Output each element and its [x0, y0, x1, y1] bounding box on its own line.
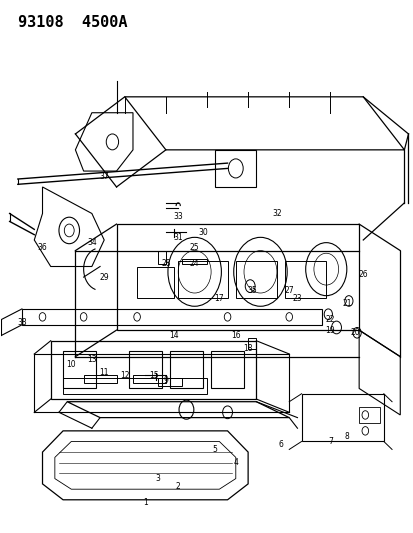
Bar	[285, 261, 325, 298]
Text: 24: 24	[190, 260, 199, 268]
Text: 21: 21	[341, 299, 351, 308]
Bar	[211, 351, 243, 389]
Bar	[128, 351, 161, 389]
Text: 34: 34	[87, 238, 97, 247]
Text: 4: 4	[233, 458, 237, 467]
Bar	[137, 266, 174, 298]
Bar	[178, 261, 227, 298]
Text: 32: 32	[271, 209, 281, 218]
Text: 11: 11	[99, 368, 109, 377]
Bar	[358, 407, 379, 423]
Bar	[63, 378, 206, 394]
Text: 28: 28	[161, 260, 170, 268]
Text: 5: 5	[212, 445, 217, 454]
Text: 12: 12	[120, 370, 129, 379]
Text: 17: 17	[214, 294, 223, 303]
Text: 23: 23	[292, 294, 301, 303]
Text: 6: 6	[278, 440, 283, 449]
Text: 31: 31	[173, 233, 183, 242]
Bar	[170, 351, 202, 389]
Text: 3: 3	[155, 474, 160, 483]
Text: 14: 14	[169, 331, 178, 340]
Text: 25: 25	[190, 244, 199, 253]
Text: 35: 35	[247, 286, 256, 295]
Text: 7: 7	[327, 437, 332, 446]
Bar	[247, 338, 256, 349]
Text: 20: 20	[349, 328, 359, 337]
Text: 38: 38	[17, 318, 27, 327]
Text: 15: 15	[148, 370, 158, 379]
Text: 16: 16	[230, 331, 240, 340]
Text: 22: 22	[325, 315, 334, 324]
Bar	[157, 251, 166, 264]
Text: 26: 26	[358, 270, 367, 279]
Text: 1: 1	[142, 498, 147, 507]
Text: 93108  4500A: 93108 4500A	[18, 14, 127, 30]
Bar	[235, 261, 276, 298]
Text: 37: 37	[99, 172, 109, 181]
Text: 36: 36	[38, 244, 47, 253]
Text: 8: 8	[344, 432, 348, 441]
Text: 13: 13	[87, 355, 97, 364]
Text: 18: 18	[243, 344, 252, 353]
Text: 27: 27	[284, 286, 293, 295]
Text: 30: 30	[197, 228, 207, 237]
Text: 19: 19	[325, 326, 335, 335]
Text: 2: 2	[176, 482, 180, 491]
Text: 33: 33	[173, 212, 183, 221]
Bar	[63, 351, 96, 389]
Text: 9: 9	[163, 376, 168, 385]
Text: 10: 10	[66, 360, 76, 369]
Text: 29: 29	[99, 272, 109, 281]
